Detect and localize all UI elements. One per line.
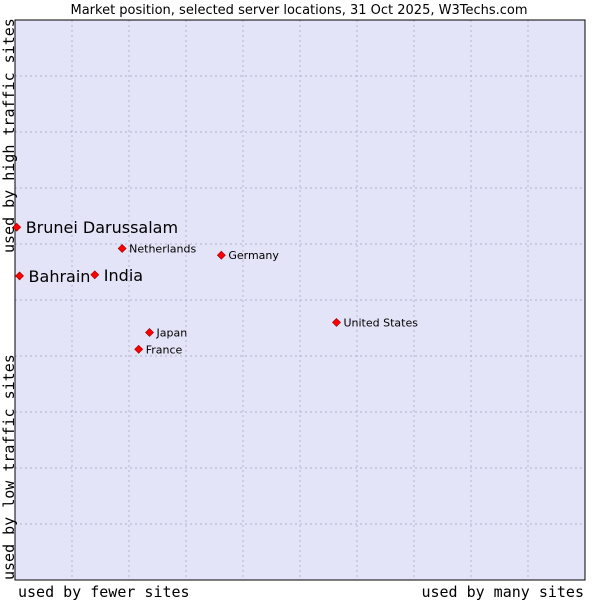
label-netherlands: Netherlands: [129, 242, 196, 255]
marker-united-states: [332, 317, 341, 327]
point-germany: Germany: [216, 249, 279, 262]
point-netherlands: Netherlands: [117, 242, 196, 255]
point-united-states: United States: [332, 316, 418, 329]
y-axis-label-bottom: used by low traffic sites: [0, 354, 18, 580]
marker-japan: [145, 328, 154, 337]
y-axis-label-top: used by high traffic sites: [0, 18, 18, 253]
label-india: India: [104, 266, 143, 285]
point-india: India: [90, 266, 143, 285]
data-points: Brunei Darussalam Bahrain India Netherlands…: [12, 218, 418, 356]
marker-brunei-darussalam: [12, 222, 22, 232]
label-united-states: United States: [343, 316, 418, 329]
x-axis-label-right: used by many sites: [421, 583, 584, 600]
x-axis-label-left: used by fewer sites: [18, 583, 190, 600]
label-bahrain: Bahrain: [29, 267, 91, 286]
point-brunei-darussalam: Brunei Darussalam: [12, 218, 178, 237]
marker-bahrain: [15, 271, 24, 281]
marker-germany: [216, 250, 226, 260]
point-bahrain: Bahrain: [15, 267, 91, 286]
point-japan: Japan: [145, 326, 188, 339]
label-germany: Germany: [228, 249, 279, 262]
marker-india: [90, 270, 100, 280]
marker-netherlands: [117, 244, 127, 253]
marker-france: [134, 344, 144, 354]
chart-title: Market position, selected server locatio…: [70, 3, 527, 18]
label-brunei-darussalam: Brunei Darussalam: [26, 218, 178, 237]
plot-border: [14, 19, 586, 581]
grid-lines: [15, 20, 585, 580]
label-japan: Japan: [156, 326, 188, 339]
label-france: France: [146, 343, 183, 356]
point-france: France: [134, 343, 183, 356]
